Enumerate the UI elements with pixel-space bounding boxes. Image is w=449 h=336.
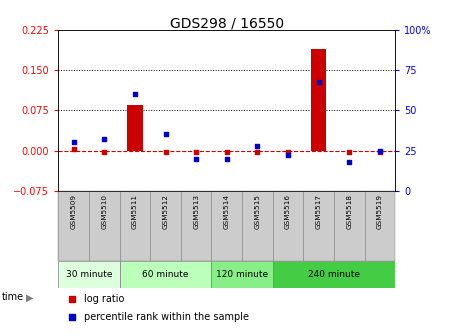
Point [162, 132, 169, 137]
Point [346, 149, 353, 154]
Title: GDS298 / 16550: GDS298 / 16550 [170, 16, 284, 30]
Bar [334, 191, 365, 261]
Point [193, 156, 200, 161]
Text: time: time [2, 292, 24, 302]
Bar [89, 191, 119, 261]
Text: percentile rank within the sample: percentile rank within the sample [84, 311, 249, 322]
Text: GSM5518: GSM5518 [346, 194, 352, 229]
Bar [365, 191, 395, 261]
Point [223, 149, 230, 154]
Bar [181, 191, 211, 261]
Point [101, 137, 108, 142]
Point [101, 149, 108, 154]
Text: log ratio: log ratio [84, 294, 124, 304]
Point [284, 149, 291, 154]
Point [70, 147, 77, 152]
Text: GSM5517: GSM5517 [316, 194, 321, 229]
Text: GSM5509: GSM5509 [70, 194, 77, 229]
Text: GSM5515: GSM5515 [255, 194, 260, 229]
Bar [311, 49, 326, 151]
Bar [273, 191, 303, 261]
Text: 30 minute: 30 minute [66, 270, 112, 279]
Point [346, 159, 353, 164]
Bar [242, 191, 273, 261]
Point [68, 314, 75, 319]
Text: ▶: ▶ [26, 292, 34, 302]
Point [193, 149, 200, 154]
Text: GSM5510: GSM5510 [101, 194, 107, 229]
Point [315, 79, 322, 84]
Bar [119, 191, 150, 261]
Point [254, 143, 261, 149]
Bar [119, 261, 211, 288]
Point [162, 149, 169, 154]
Bar [211, 261, 273, 288]
Bar [211, 191, 242, 261]
Text: GSM5512: GSM5512 [163, 194, 168, 229]
Point [376, 149, 383, 154]
Bar [127, 105, 143, 151]
Bar [150, 191, 181, 261]
Bar [303, 191, 334, 261]
Point [376, 148, 383, 153]
Text: GSM5519: GSM5519 [377, 194, 383, 229]
Bar [58, 191, 89, 261]
Point [284, 153, 291, 158]
Point [254, 149, 261, 154]
Text: GSM5514: GSM5514 [224, 194, 230, 229]
Point [131, 92, 138, 97]
Bar [58, 261, 119, 288]
Text: GSM5516: GSM5516 [285, 194, 291, 229]
Text: 240 minute: 240 minute [308, 270, 360, 279]
Text: GSM5511: GSM5511 [132, 194, 138, 229]
Point [68, 296, 75, 301]
Bar [273, 261, 395, 288]
Point [70, 140, 77, 145]
Text: 60 minute: 60 minute [142, 270, 189, 279]
Text: 120 minute: 120 minute [216, 270, 268, 279]
Text: GSM5513: GSM5513 [193, 194, 199, 229]
Point [223, 156, 230, 161]
